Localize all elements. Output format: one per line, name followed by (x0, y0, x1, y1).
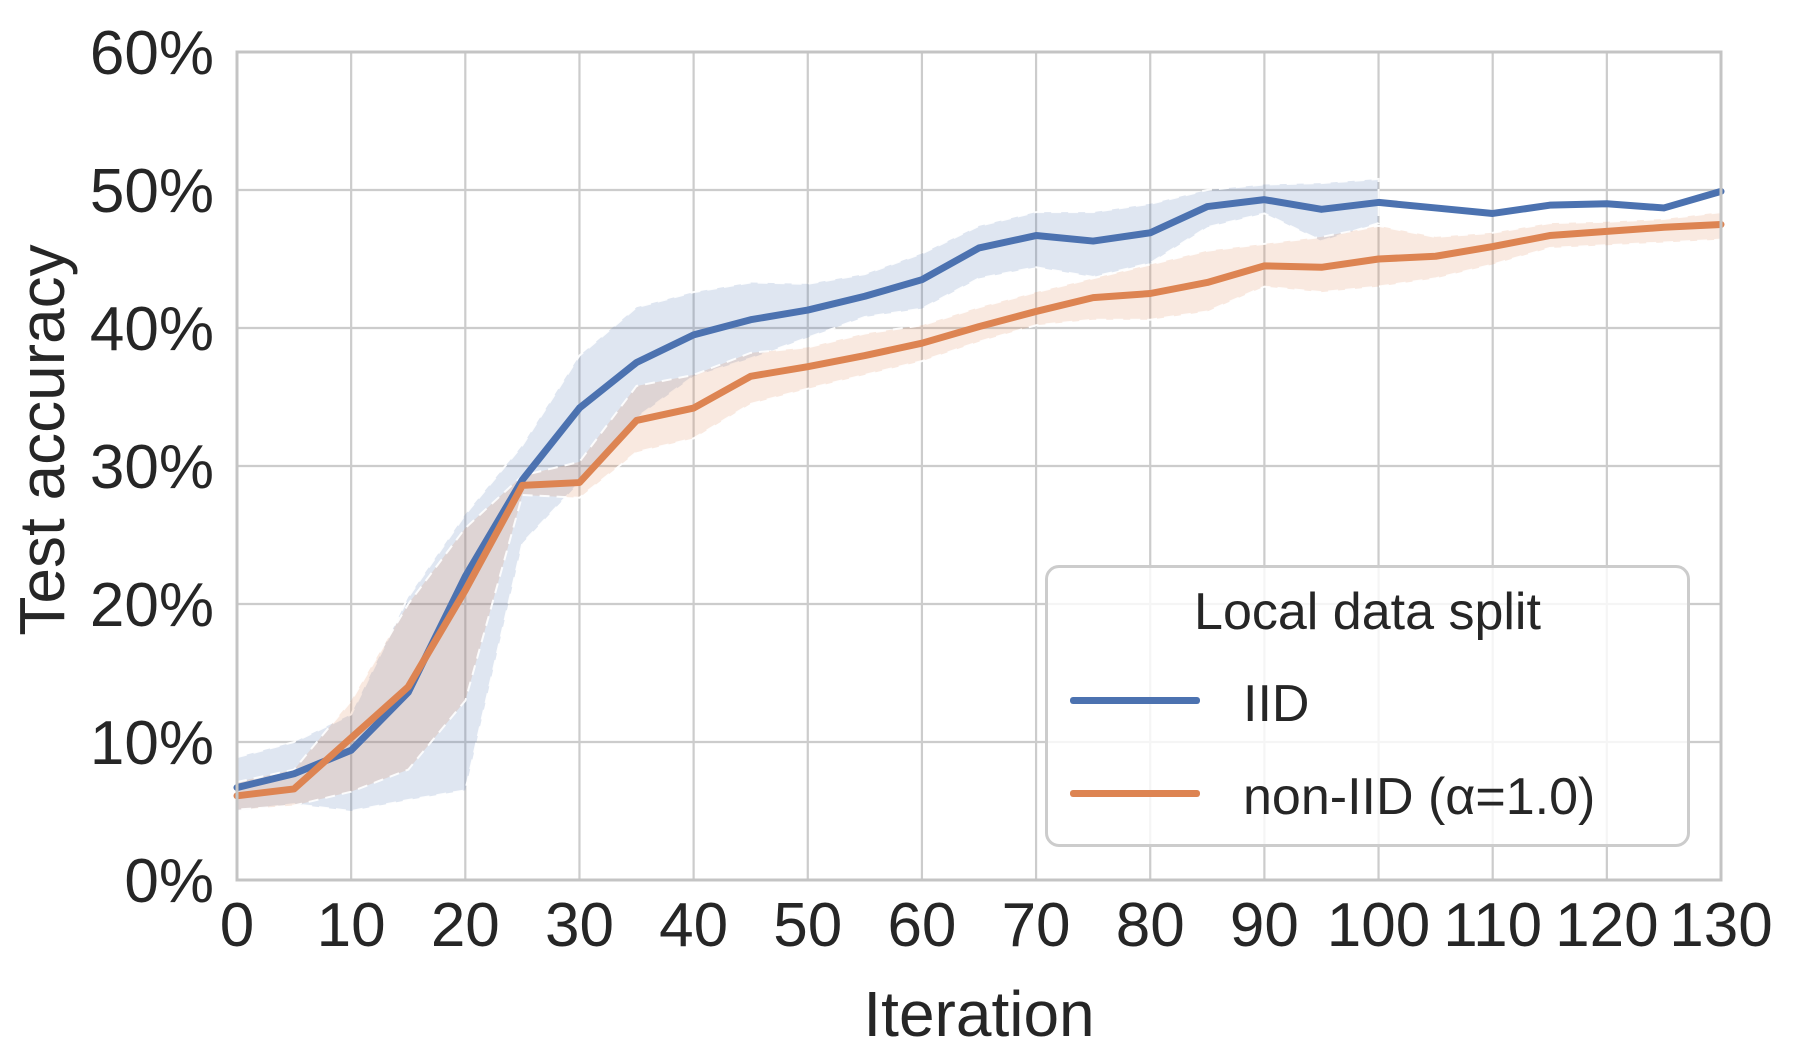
x-tick-label: 100 (1327, 891, 1430, 960)
legend-label-non-iid: non-IID (α=1.0) (1243, 768, 1596, 826)
x-tick-label: 130 (1669, 891, 1772, 960)
y-tick-label: 50% (90, 157, 214, 226)
x-tick-label: 120 (1555, 891, 1658, 960)
x-tick-label: 10 (317, 891, 386, 960)
x-tick-label: 30 (545, 891, 614, 960)
legend-label-iid: IID (1243, 675, 1310, 733)
y-tick-label: 30% (90, 433, 214, 502)
axes-spines (235, 50, 1723, 882)
legend-row-non-iid: non-IID (α=1.0) (1048, 767, 1687, 826)
non-iid-line (233, 221, 1725, 800)
x-tick-label: 20 (431, 891, 500, 960)
iid-line (233, 187, 1725, 792)
x-tick-label: 40 (659, 891, 728, 960)
y-tick-label: 40% (90, 295, 214, 364)
x-tick-label: 60 (887, 891, 956, 960)
legend-row-iid: IID (1048, 674, 1687, 733)
iid-line-swatch (1070, 697, 1200, 704)
x-tick-label: 0 (220, 891, 254, 960)
legend-title: Local data split (1194, 583, 1541, 641)
x-tick-label: 70 (1002, 891, 1071, 960)
x-tick-label: 110 (1443, 891, 1542, 960)
x-tick-label: 80 (1116, 891, 1185, 960)
x-axis-label: Iteration (863, 978, 1094, 1050)
y-tick-label: 0% (124, 847, 214, 916)
y-tick-label: 60% (90, 19, 214, 88)
y-axis-label: Test accuracy (6, 244, 78, 635)
x-tick-label: 90 (1230, 891, 1299, 960)
x-tick-label: 50 (773, 891, 842, 960)
non-iid-line-swatch (1070, 790, 1200, 797)
y-tick-label: 20% (90, 571, 214, 640)
legend: Local data split IID non-IID (α=1.0) (1045, 565, 1690, 847)
y-tick-label: 10% (90, 709, 214, 778)
